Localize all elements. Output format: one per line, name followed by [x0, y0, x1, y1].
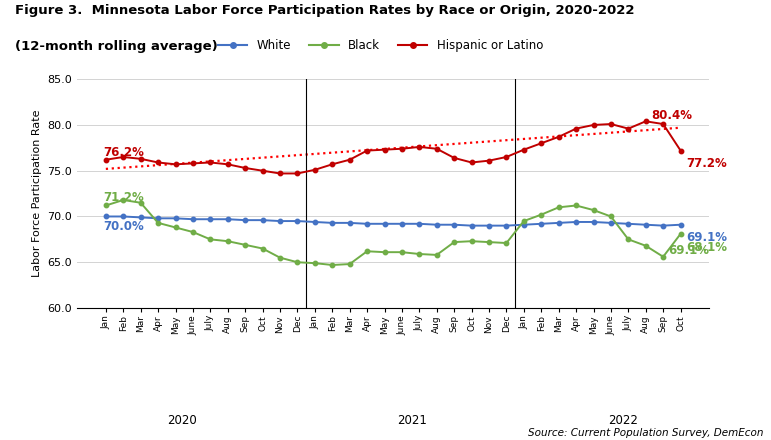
Legend: White, Black, Hispanic or Latino: White, Black, Hispanic or Latino [214, 35, 548, 57]
Text: 69.1%: 69.1% [686, 231, 727, 244]
Text: 69.1%: 69.1% [668, 244, 710, 257]
Text: 68.1%: 68.1% [686, 241, 727, 253]
Text: 2020: 2020 [167, 414, 197, 427]
Y-axis label: Labor Force Participation Rate: Labor Force Participation Rate [32, 110, 42, 277]
Text: 76.2%: 76.2% [103, 146, 144, 158]
Text: 2022: 2022 [608, 414, 638, 427]
Text: Source: Current Population Survey, DemEcon: Source: Current Population Survey, DemEc… [528, 428, 763, 438]
Text: 77.2%: 77.2% [686, 157, 727, 170]
Text: Figure 3.  Minnesota Labor Force Participation Rates by Race or Origin, 2020-202: Figure 3. Minnesota Labor Force Particip… [15, 4, 635, 18]
Text: 70.0%: 70.0% [103, 220, 144, 233]
Text: 71.2%: 71.2% [103, 191, 144, 204]
Text: 2021: 2021 [397, 414, 427, 427]
Text: (12-month rolling average): (12-month rolling average) [15, 40, 218, 53]
Text: 80.4%: 80.4% [651, 109, 692, 121]
